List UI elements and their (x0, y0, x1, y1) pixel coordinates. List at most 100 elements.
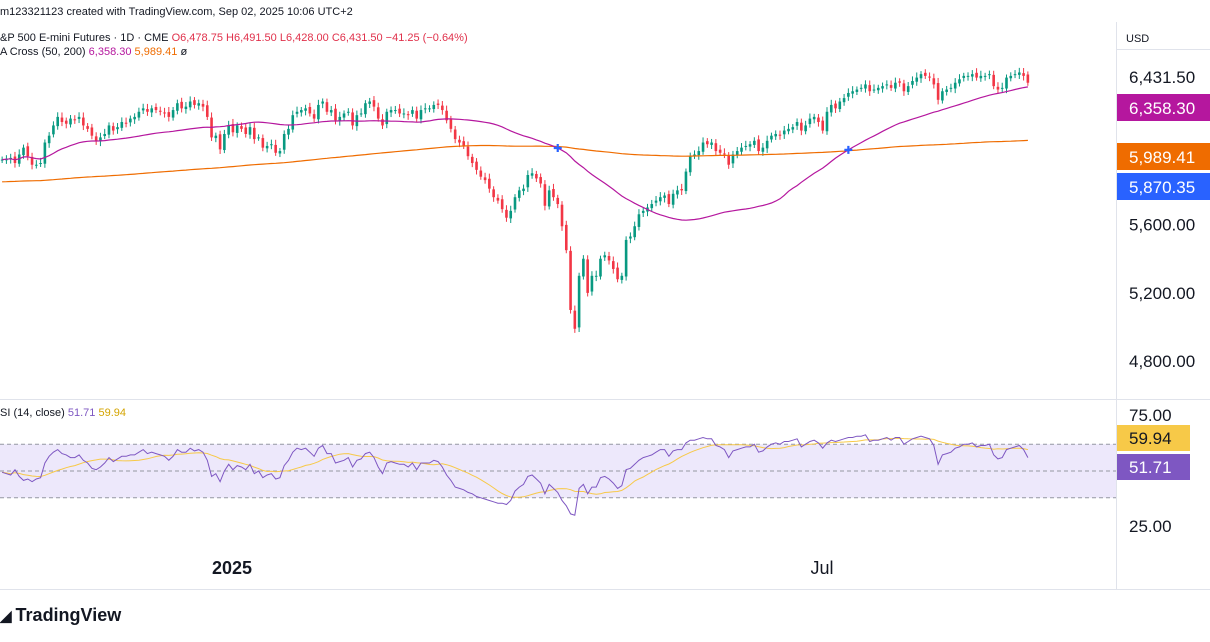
candle-body (466, 146, 470, 157)
candle-body (710, 142, 713, 145)
candle-body (240, 126, 243, 129)
candle-body (659, 197, 662, 202)
brand-logo: ◢ TradingView (0, 605, 121, 626)
candle-body (996, 86, 1000, 90)
candle-body (889, 85, 893, 88)
candle-body (479, 170, 483, 177)
candle-body (270, 144, 273, 146)
high-value: H6,491.50 (226, 32, 277, 44)
candle-body (73, 119, 77, 121)
candle-body (197, 103, 201, 106)
candle-body (872, 89, 876, 91)
candle-body (539, 177, 542, 184)
candle-body (163, 112, 166, 114)
candle-body (941, 91, 944, 101)
candle-body (94, 136, 98, 141)
candle-body (706, 141, 709, 145)
candle-body (603, 255, 607, 258)
candle-body (154, 106, 158, 111)
candle-body (325, 102, 329, 112)
candle-body (223, 133, 226, 151)
candle-body (680, 189, 683, 191)
candle-body (381, 119, 384, 126)
candle-body (176, 103, 179, 111)
candle-body (351, 112, 354, 126)
currency-label[interactable]: USD (1126, 33, 1150, 45)
candle-body (180, 101, 183, 109)
candle-body (979, 75, 983, 79)
candle-body (928, 76, 931, 78)
candle-body (552, 189, 555, 198)
candle-body (488, 178, 491, 189)
candle-body (47, 135, 51, 144)
candle-body (590, 275, 594, 292)
candle-body (778, 134, 782, 136)
candle-body (620, 275, 624, 280)
candle-body (90, 127, 94, 136)
rsi-legend[interactable]: SI (14, close) 51.71 59.94 (0, 407, 126, 419)
candle-body (394, 110, 397, 112)
candle-body (748, 144, 752, 147)
candle-body (107, 125, 111, 135)
candle-body (188, 101, 192, 108)
price-badge-text: 6,431.50 (1129, 68, 1195, 87)
candle-body (688, 156, 692, 173)
candle-body (774, 133, 778, 137)
candle-body (111, 126, 115, 131)
candle-body (543, 184, 547, 206)
candle-body (723, 153, 726, 155)
candle-body (564, 224, 568, 251)
candle-body (146, 109, 149, 112)
tradingview-logo-icon: ◢ (0, 608, 12, 625)
candle-body (770, 135, 773, 140)
candle-body (77, 116, 81, 119)
candle-body (167, 112, 171, 117)
candle-body (329, 110, 333, 113)
candle-body (458, 139, 461, 143)
candle-body (415, 110, 419, 119)
candle-body (735, 151, 739, 156)
candle-body (573, 310, 577, 329)
candle-body (423, 108, 427, 110)
symbol-legend[interactable]: &P 500 E-mini Futures · 1D · CME O6,478.… (0, 32, 468, 44)
time-axis-divider (0, 589, 1210, 590)
rsi-badge-text: 51.71 (1129, 458, 1172, 477)
candle-body (103, 133, 107, 137)
candle-body (1022, 73, 1025, 76)
price-badge-text: 5,870.35 (1129, 178, 1195, 197)
candle-body (885, 84, 889, 86)
candle-body (676, 190, 679, 195)
candle-body (359, 113, 363, 115)
candle-body (586, 259, 589, 293)
rsi-tick-label: 25.00 (1129, 517, 1172, 536)
ma-legend[interactable]: A Cross (50, 200) 6,358.30 5,989.41 ø (0, 46, 187, 58)
candle-body (663, 195, 666, 198)
candle-body (855, 89, 859, 92)
rsi-label: SI (14, close) (0, 407, 65, 419)
candle-body (740, 147, 743, 152)
pane-divider[interactable] (0, 399, 1210, 400)
candle-body (158, 110, 162, 112)
candle-body (787, 128, 790, 132)
candle-body (1013, 74, 1017, 76)
candle-body (0, 159, 4, 161)
candle-body (693, 154, 696, 156)
candle-body (235, 125, 239, 133)
brand-name: TradingView (15, 605, 122, 625)
candle-body (975, 72, 978, 78)
candle-body (906, 86, 910, 92)
candle-body (945, 89, 948, 92)
candle-body (919, 74, 923, 79)
candle-body (432, 104, 436, 110)
x-tick-label: 2025 (212, 558, 252, 578)
candle-body (321, 101, 324, 104)
candle-body (449, 118, 453, 129)
candle-body (248, 127, 252, 135)
low-value: L6,428.00 (279, 32, 329, 44)
candle-body (22, 147, 25, 156)
candle-body (864, 84, 867, 89)
candle-body (445, 110, 448, 121)
candle-body (522, 188, 525, 192)
candle-body (205, 105, 209, 117)
